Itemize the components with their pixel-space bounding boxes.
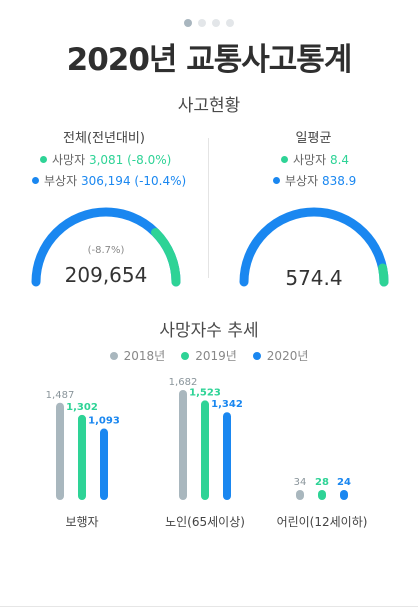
legend-item-2018: 2018년 bbox=[109, 347, 166, 364]
bar-1-2019년 bbox=[78, 414, 86, 500]
total-injured-label: 부상자 bbox=[44, 174, 78, 188]
chart-legend: 2018년 2019년 2020년 bbox=[0, 347, 418, 364]
total-gauge-value: 209,654 bbox=[64, 263, 148, 287]
total-deaths-stat: 사망자 3,081 (-8.0%) bbox=[40, 151, 171, 168]
bar-2-2018년 bbox=[179, 390, 187, 500]
total-gauge-arc-green bbox=[151, 228, 181, 287]
total-deaths-label: 사망자 bbox=[52, 153, 86, 167]
total-gauge-change: (-8.7%) bbox=[87, 245, 125, 256]
bar-2-2020년 bbox=[223, 412, 231, 500]
bar-value-label: 1,093 bbox=[88, 416, 120, 427]
total-heading: 전체(전년대비) bbox=[63, 131, 145, 146]
bar-value-label: 1,487 bbox=[46, 390, 75, 401]
daily-injured-value: 838.9 bbox=[321, 174, 357, 188]
daily-deaths-stat: 사망자 8.4 bbox=[281, 151, 349, 168]
bar-3-2019년 bbox=[318, 490, 326, 500]
total-injured-stat: 부상자 306,194 (-10.4%) bbox=[32, 172, 186, 189]
total-gauge bbox=[31, 207, 181, 287]
chart-title: 사망자수 추세 bbox=[159, 321, 259, 341]
daily-gauge bbox=[239, 207, 389, 287]
bar-3-2018년 bbox=[296, 490, 304, 500]
bar-value-label: 1,682 bbox=[169, 377, 198, 388]
total-injured-value: 306,194 (-10.4%) bbox=[80, 174, 187, 188]
bar-value-label: 1,342 bbox=[211, 399, 243, 410]
bar-value-label: 34 bbox=[294, 477, 307, 488]
daily-deaths-value: 8.4 bbox=[329, 153, 350, 167]
daily-heading: 일평균 bbox=[295, 131, 332, 146]
legend-label: 2018년 bbox=[123, 349, 166, 363]
blue-dot-icon bbox=[32, 177, 39, 184]
daily-injured-stat: 부상자 838.9 bbox=[273, 172, 356, 189]
green-dot-icon bbox=[40, 156, 47, 163]
legend-dot-icon bbox=[181, 351, 190, 360]
carousel-pagination bbox=[0, 19, 418, 29]
legend-item-2019: 2019년 bbox=[181, 347, 237, 364]
daily-injured-label: 부상자 bbox=[285, 174, 319, 188]
accident-status-title: 사고현황 bbox=[177, 96, 241, 116]
green-dot-icon bbox=[281, 156, 288, 163]
bar-value-label: 24 bbox=[337, 477, 351, 488]
category-label: 보행자 bbox=[65, 514, 98, 529]
bar-value-label: 28 bbox=[315, 477, 329, 488]
column-divider bbox=[208, 138, 209, 278]
bar-value-label: 1,523 bbox=[189, 387, 221, 398]
legend-item-2020: 2020년 bbox=[252, 347, 309, 364]
bar-2-2019년 bbox=[201, 400, 209, 500]
pagination-dot[interactable] bbox=[226, 19, 234, 27]
page-title: 2020년 교통사고통계 bbox=[66, 42, 353, 78]
blue-dot-icon bbox=[273, 177, 280, 184]
pagination-dot[interactable] bbox=[198, 19, 206, 27]
pagination-dot[interactable] bbox=[212, 19, 220, 27]
bar-1-2018년 bbox=[56, 402, 64, 500]
daily-gauge-arc-green bbox=[378, 263, 389, 287]
legend-label: 2019년 bbox=[195, 349, 237, 363]
category-label: 노인(65세이상) bbox=[165, 515, 245, 529]
bar-3-2020년 bbox=[340, 490, 348, 500]
legend-dot-icon bbox=[109, 351, 118, 360]
pagination-dot-active[interactable] bbox=[184, 19, 192, 27]
legend-dot-icon bbox=[252, 351, 261, 360]
bar-value-label: 1,302 bbox=[66, 402, 98, 413]
daily-deaths-label: 사망자 bbox=[293, 153, 327, 167]
daily-gauge-arc-blue bbox=[239, 207, 389, 287]
total-deaths-value: 3,081 (-8.0%) bbox=[88, 153, 172, 167]
bottom-divider bbox=[0, 606, 418, 607]
daily-gauge-value: 574.4 bbox=[285, 266, 343, 290]
legend-label: 2020년 bbox=[266, 349, 309, 363]
category-label: 어린이(12세이하) bbox=[277, 515, 368, 529]
bar-1-2020년 bbox=[100, 428, 108, 500]
